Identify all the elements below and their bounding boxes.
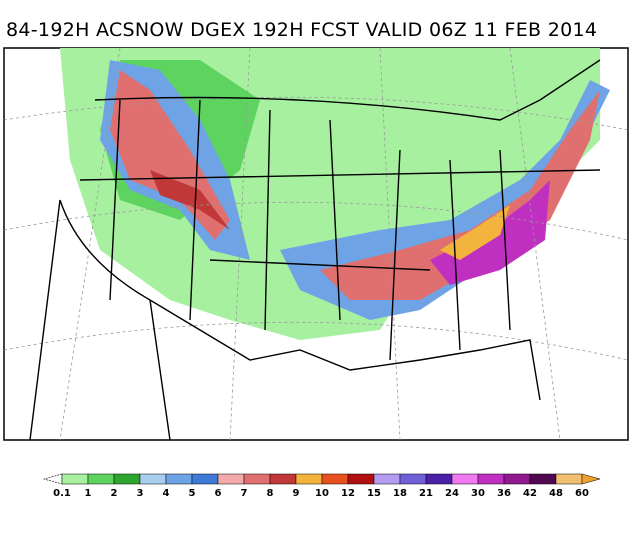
colorbar-swatch [139,473,167,485]
colorbar-swatch [373,473,401,485]
colorbar-swatch [477,473,505,485]
colorbar-label: 30 [471,488,485,499]
colorbar-swatch [529,473,557,485]
colorbar-label: 6 [215,488,222,499]
colorbar-swatch [87,473,115,485]
colorbar-label: 1 [85,488,92,499]
colorbar: 0.1 1 2 3 4 5 6 7 8 9 10 12 15 18 21 24 30 36 42 48 60 [42,473,601,499]
colorbar-label: 24 [445,488,459,499]
colorbar-label: 10 [315,488,329,499]
colorbar-label: 5 [189,488,196,499]
colorbar-swatch [399,473,427,485]
colorbar-label: 21 [419,488,433,499]
colorbar-swatch [243,473,271,485]
colorbar-swatch [321,473,349,485]
colorbar-label: 2 [111,488,118,499]
colorbar-label: 42 [523,488,537,499]
colorbar-swatch [555,473,583,485]
colorbar-under [42,473,63,485]
colorbar-swatch [425,473,453,485]
colorbar-swatch [347,473,375,485]
colorbar-label: 36 [497,488,511,499]
colorbar-label: 4 [163,488,170,499]
colorbar-over [581,473,601,485]
colorbar-swatch [113,473,141,485]
colorbar-swatch [451,473,479,485]
title: 84-192H ACSNOW DGEX 192H FCST VALID 06Z … [6,19,597,41]
colorbar-label: 0.1 [53,488,71,499]
colorbar-swatch [217,473,245,485]
colorbar-label: 8 [267,488,274,499]
colorbar-label: 7 [241,488,248,499]
colorbar-label: 12 [341,488,355,499]
map [3,47,629,441]
colorbar-swatch [269,473,297,485]
colorbar-label: 18 [393,488,407,499]
colorbar-swatch [165,473,193,485]
colorbar-label: 60 [575,488,589,499]
colorbar-swatch [61,473,89,485]
colorbar-swatch [191,473,219,485]
colorbar-label: 9 [293,488,300,499]
colorbar-swatch [295,473,323,485]
colorbar-label: 48 [549,488,563,499]
colorbar-label: 3 [137,488,144,499]
colorbar-swatch [503,473,531,485]
colorbar-label: 15 [367,488,381,499]
